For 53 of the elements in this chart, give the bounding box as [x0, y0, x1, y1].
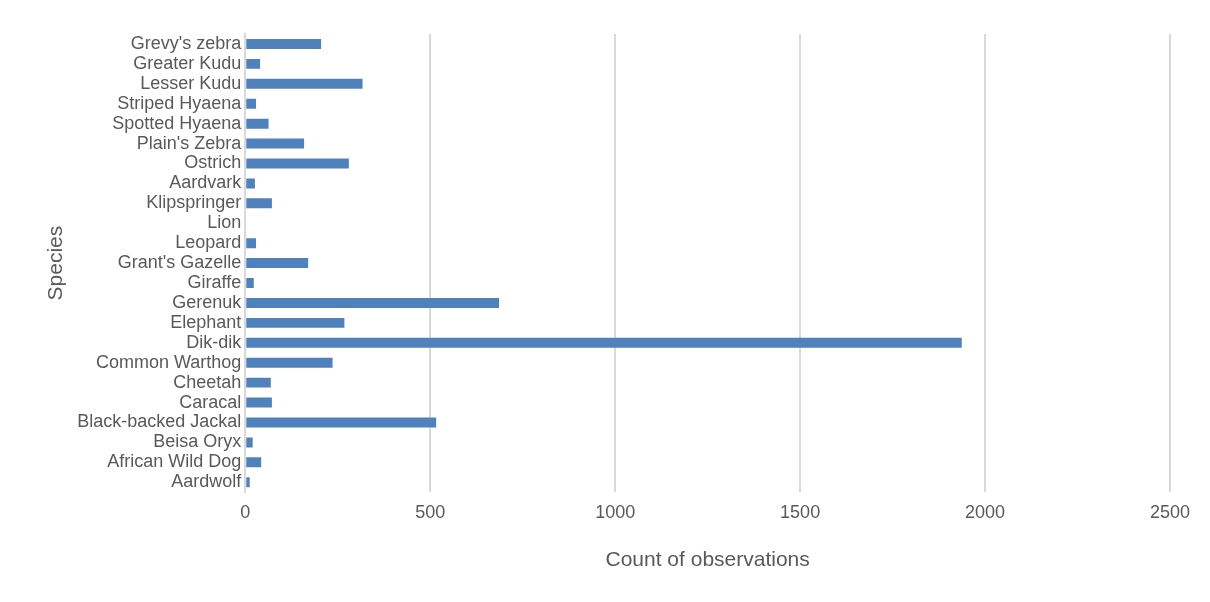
bar	[246, 278, 254, 288]
y-axis-title: Species	[43, 225, 67, 301]
bar	[246, 337, 962, 348]
y-tick-label: Ostrich	[184, 152, 242, 173]
y-tick-label: Lesser Kudu	[140, 72, 242, 93]
x-tick-label: 2000	[965, 501, 1006, 522]
y-tick-label: Grant's Gazelle	[117, 252, 242, 273]
y-tick-label: Lion	[207, 212, 242, 233]
y-tick-label: Aardwolf	[171, 471, 243, 492]
y-tick-label: Black-backed Jackal	[77, 411, 242, 432]
y-tick-label: Common Warthog	[95, 351, 242, 372]
bar	[246, 417, 437, 428]
y-tick-label: Plain's Zebra	[136, 132, 243, 153]
bar	[246, 38, 322, 49]
x-tick-label: 1000	[595, 501, 636, 522]
y-tick-label: Grevy's zebra	[130, 32, 243, 53]
y-tick-label: Dik-dik	[186, 331, 243, 352]
y-tick-label: Greater Kudu	[133, 52, 242, 73]
y-tick-label: Leopard	[175, 232, 242, 253]
y-tick-label: Aardvark	[169, 172, 243, 193]
bar	[246, 58, 261, 69]
bar	[246, 178, 255, 189]
bar	[246, 78, 363, 89]
y-tick-label: Gerenuk	[172, 291, 243, 312]
bar	[246, 98, 256, 109]
bar	[246, 437, 253, 448]
y-tick-label: Elephant	[170, 311, 242, 332]
bar	[246, 377, 271, 388]
bar	[246, 297, 500, 308]
x-tick-label: 2500	[1149, 501, 1191, 522]
bar	[246, 258, 309, 269]
y-tick-label: African Wild Dog	[107, 451, 242, 472]
bar	[246, 317, 345, 328]
bar	[246, 118, 269, 129]
y-tick-label: Cheetah	[173, 371, 242, 392]
bar	[246, 238, 256, 249]
bar	[246, 198, 272, 209]
y-tick-label: Striped Hyaena	[117, 92, 243, 113]
y-tick-label: Giraffe	[187, 271, 242, 292]
bar	[246, 457, 262, 468]
bar	[246, 397, 272, 408]
x-tick-label: 1500	[780, 501, 821, 522]
x-tick-label: 500	[415, 501, 446, 522]
bar	[246, 138, 305, 149]
bar	[246, 158, 349, 169]
x-axis-title: Count of observations	[605, 547, 810, 571]
y-tick-label: Spotted Hyaena	[112, 112, 243, 133]
x-tick-label: 0	[240, 501, 251, 522]
y-tick-label: Beisa Oryx	[153, 431, 242, 452]
y-tick-label: Klipspringer	[146, 192, 242, 213]
bar	[246, 357, 333, 368]
bar	[246, 477, 250, 488]
y-tick-label: Caracal	[179, 391, 242, 412]
